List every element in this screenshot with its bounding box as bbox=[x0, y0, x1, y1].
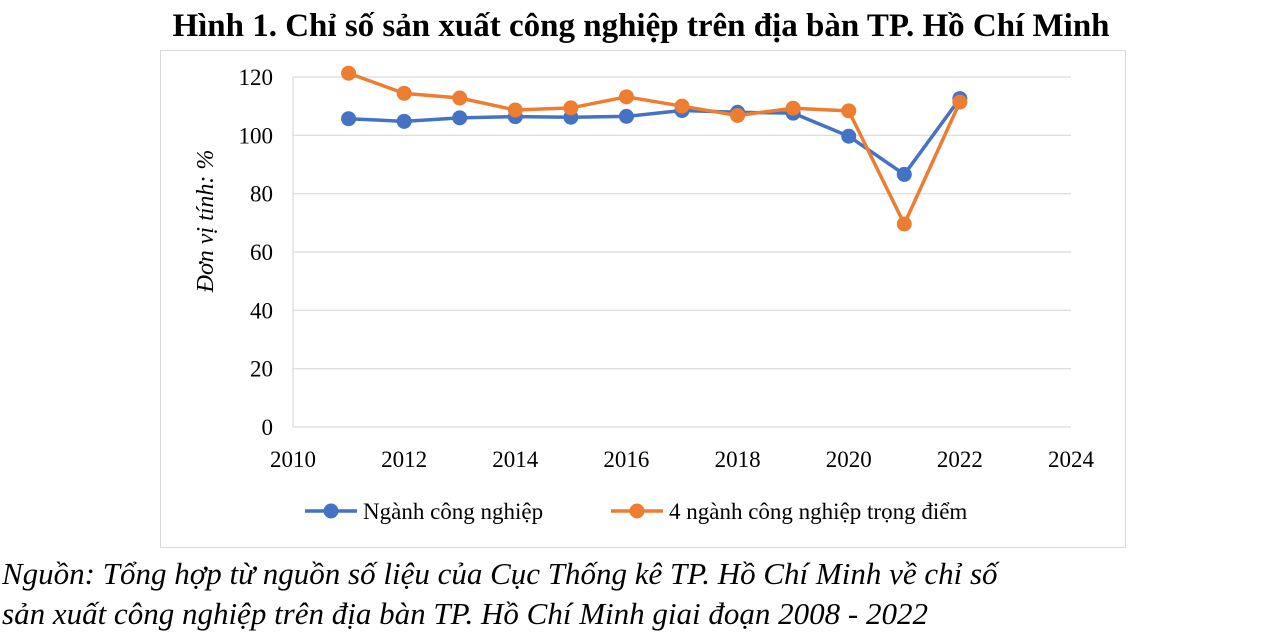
y-tick-label-80: 80 bbox=[250, 182, 273, 207]
series-2-point-2020 bbox=[841, 103, 857, 119]
legend-label-1: Ngành công nghiệp bbox=[363, 499, 543, 524]
legend-swatch-marker-1 bbox=[323, 503, 339, 519]
series-group bbox=[341, 65, 968, 232]
figure-title: Hình 1. Chỉ số sản xuất công nghiệp trên… bbox=[172, 8, 1110, 44]
y-tick-label-60: 60 bbox=[250, 240, 273, 265]
series-2-point-2012 bbox=[396, 85, 412, 101]
series-2-point-2013 bbox=[452, 90, 468, 106]
legend: Ngành công nghiệp 4 ngành công nghiệp trọ… bbox=[305, 499, 967, 524]
x-tick-label-2010: 2010 bbox=[270, 447, 316, 472]
y-axis-label: Đơn vị tính: % bbox=[193, 150, 219, 294]
chart-frame: 0 20 40 60 80 100 120 2010 2012 2014 2016 2018 2020… bbox=[160, 50, 1126, 548]
series-2-point-2018 bbox=[730, 108, 746, 123]
legend-label-2: 4 ngành công nghiệp trọng điểm bbox=[669, 499, 967, 524]
x-tick-label-2020: 2020 bbox=[826, 447, 872, 472]
source-line-1: Nguồn: Tổng hợp từ nguồn số liệu của Cục… bbox=[2, 556, 998, 591]
y-tick-label-40: 40 bbox=[250, 298, 273, 323]
legend-item-1: Ngành công nghiệp bbox=[305, 499, 543, 524]
series-2-point-2022 bbox=[952, 94, 968, 110]
x-tick-labels: 2010 2012 2014 2016 2018 2020 2022 2024 bbox=[270, 447, 1095, 472]
legend-item-2: 4 ngành công nghiệp trọng điểm bbox=[611, 499, 967, 524]
y-tick-label-100: 100 bbox=[239, 123, 274, 148]
series-2-point-2011 bbox=[341, 65, 357, 81]
series-1-point-2021 bbox=[896, 166, 912, 182]
series-1 bbox=[341, 91, 968, 182]
series-2-point-2015 bbox=[563, 100, 579, 116]
y-tick-label-20: 20 bbox=[250, 357, 273, 382]
series-1-point-2012 bbox=[396, 113, 412, 129]
series-2-point-2021 bbox=[896, 216, 912, 232]
x-tick-label-2018: 2018 bbox=[715, 447, 761, 472]
series-1-point-2011 bbox=[341, 111, 357, 127]
series-1-point-2020 bbox=[841, 128, 857, 144]
x-tick-label-2022: 2022 bbox=[937, 447, 983, 472]
series-2-line bbox=[347, 71, 962, 226]
series-1-point-2016 bbox=[618, 108, 634, 124]
series-2-point-2014 bbox=[507, 102, 523, 118]
x-tick-label-2024: 2024 bbox=[1048, 447, 1095, 472]
line-chart: 0 20 40 60 80 100 120 2010 2012 2014 2016 2018 2020… bbox=[193, 65, 1095, 524]
series-2-point-2017 bbox=[674, 98, 690, 114]
source-line-2: sản xuất công nghiệp trên địa bàn TP. Hồ… bbox=[2, 596, 928, 631]
gridlines bbox=[292, 76, 1071, 428]
x-tick-label-2016: 2016 bbox=[603, 447, 649, 472]
series-1-line bbox=[348, 97, 962, 177]
x-tick-label-2014: 2014 bbox=[492, 447, 539, 472]
source-note: Nguồn: Tổng hợp từ nguồn số liệu của Cục… bbox=[0, 554, 1282, 634]
y-tick-labels: 0 20 40 60 80 100 120 bbox=[239, 65, 274, 440]
x-tick-label-2012: 2012 bbox=[381, 447, 427, 472]
series-2-point-2016 bbox=[618, 89, 634, 105]
series-2-point-2019 bbox=[785, 100, 801, 116]
y-tick-label-0: 0 bbox=[262, 415, 274, 440]
series-2 bbox=[341, 65, 968, 232]
legend-swatch-marker-2 bbox=[629, 503, 645, 519]
y-tick-label-120: 120 bbox=[239, 65, 274, 90]
series-1-point-2013 bbox=[452, 110, 468, 126]
